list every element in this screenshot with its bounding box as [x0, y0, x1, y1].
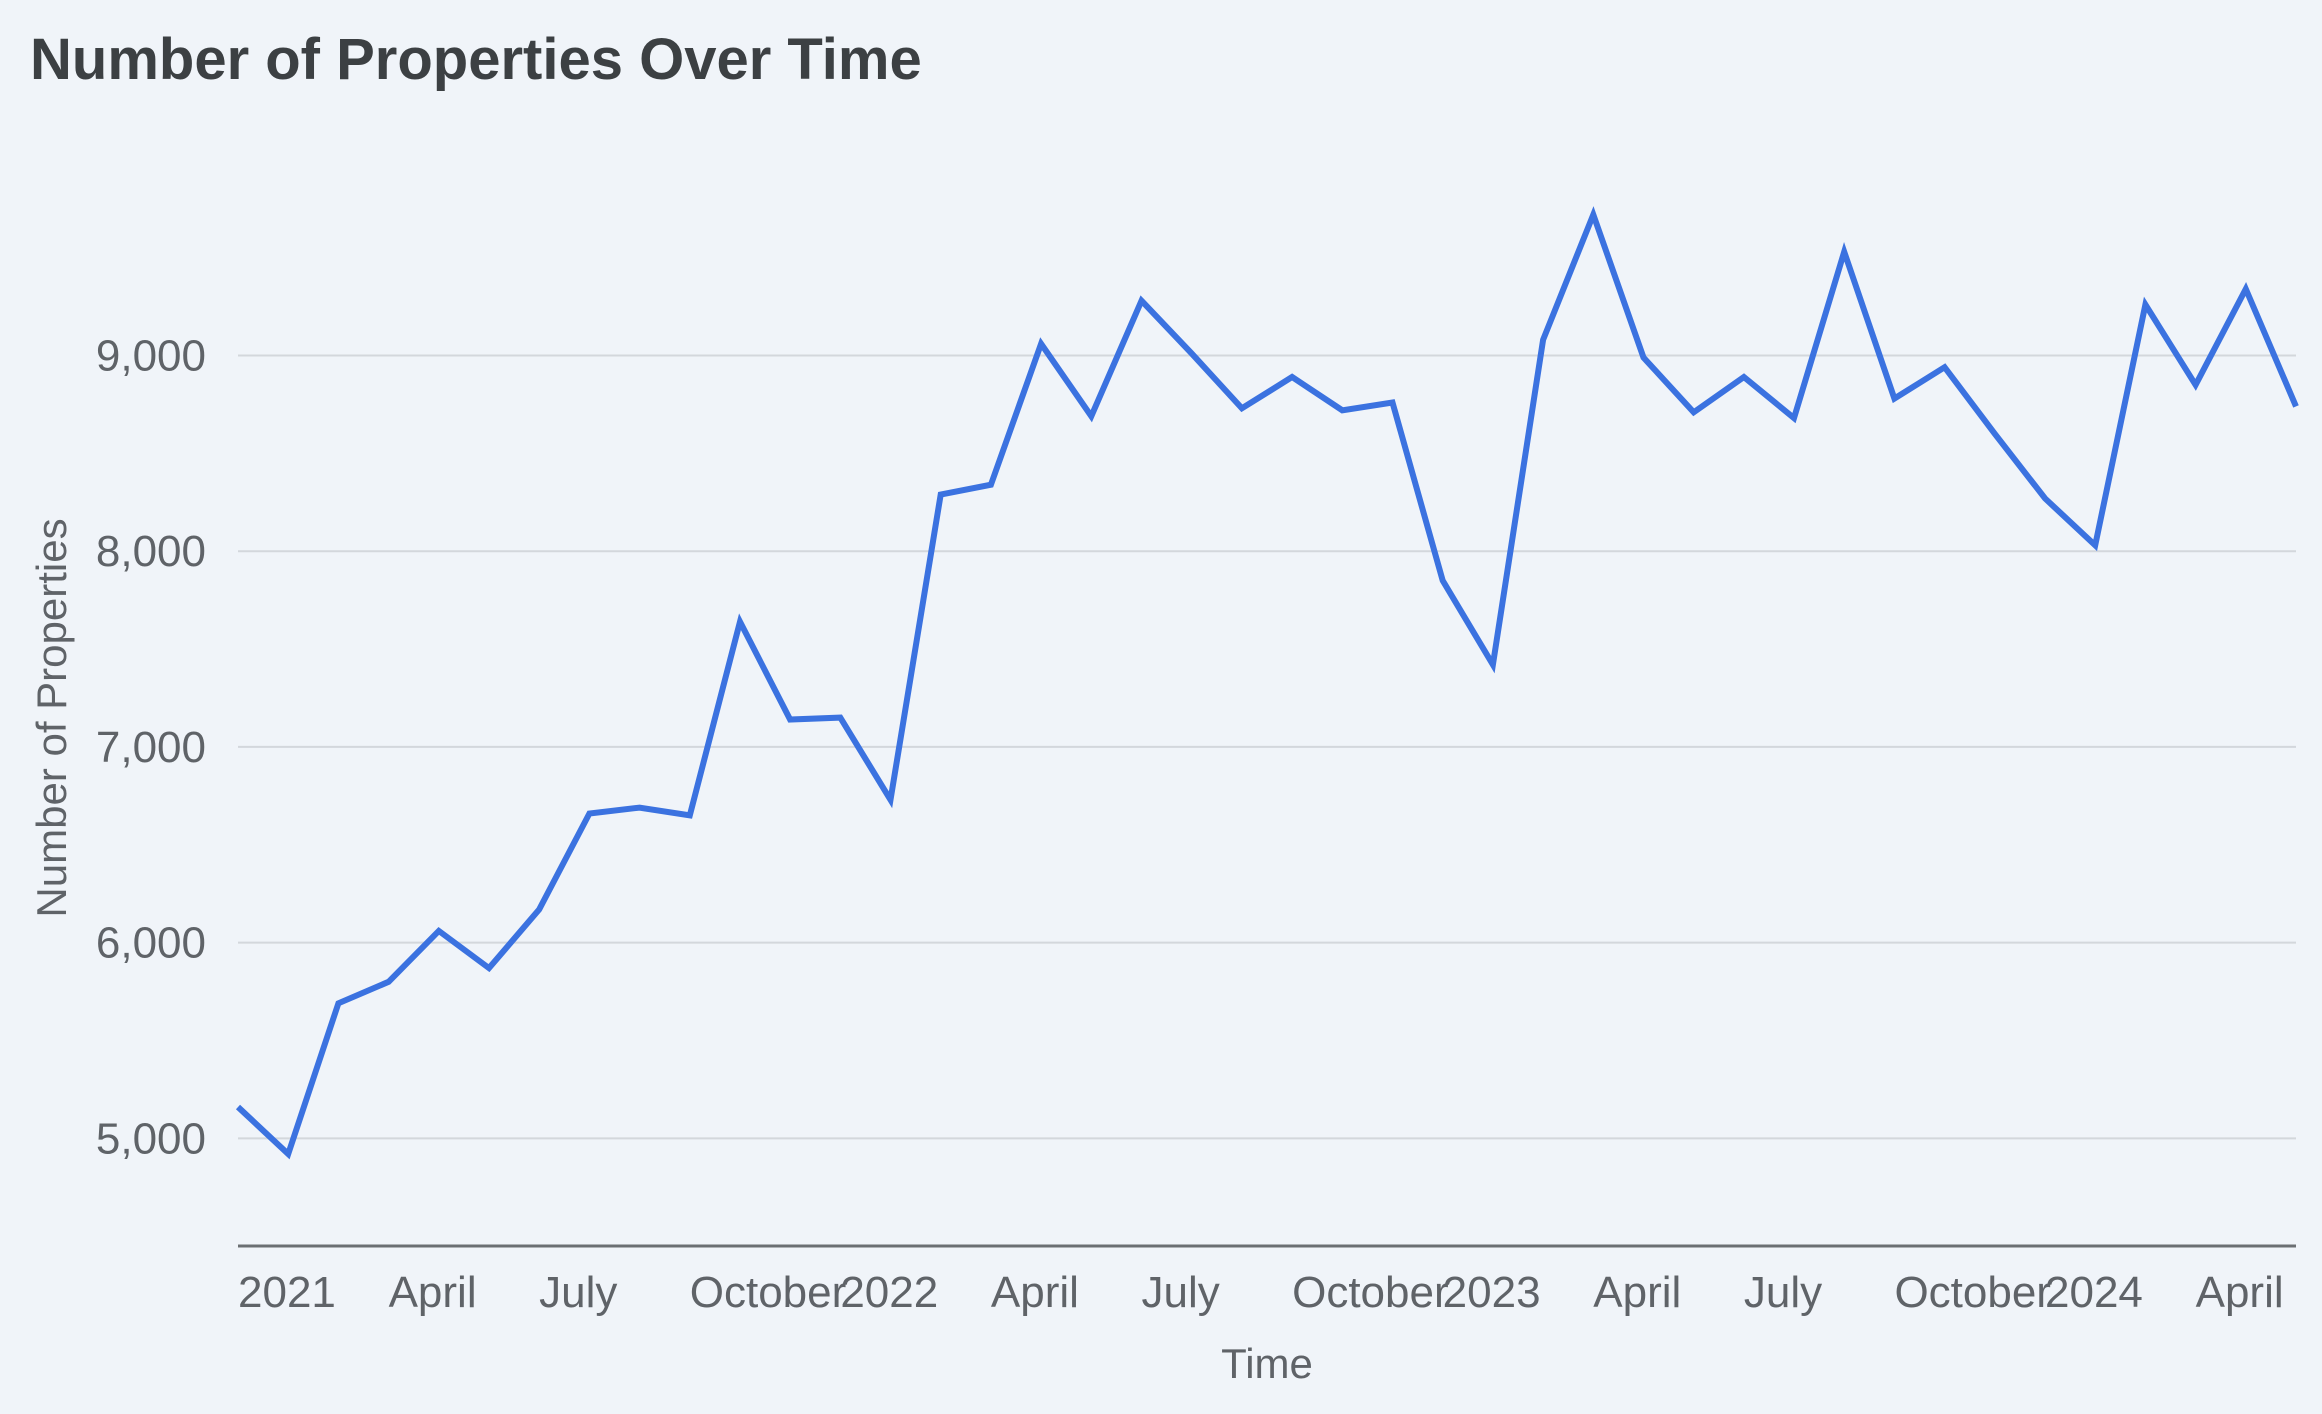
- y-axis-title: Number of Properties: [28, 518, 75, 917]
- x-tick-label: July: [1142, 1268, 1220, 1317]
- x-tick-label: April: [991, 1268, 1079, 1317]
- x-tick-label: July: [1744, 1268, 1822, 1317]
- y-tick-label: 6,000: [96, 919, 206, 968]
- x-axis-title: Time: [1221, 1340, 1313, 1387]
- x-tick-label: October: [1894, 1268, 2051, 1317]
- x-tick-label: 2024: [2045, 1268, 2143, 1317]
- y-tick-label: 8,000: [96, 527, 206, 576]
- y-tick-label: 9,000: [96, 332, 206, 381]
- x-tick-label: 2023: [1443, 1268, 1541, 1317]
- chart-title: Number of Properties Over Time: [30, 27, 922, 92]
- y-tick-label: 5,000: [96, 1114, 206, 1163]
- x-tick-label: April: [1593, 1268, 1681, 1317]
- x-tick-label: 2021: [238, 1268, 336, 1317]
- x-tick-label: October: [1292, 1268, 1449, 1317]
- x-tick-label: April: [2196, 1268, 2284, 1317]
- y-tick-label: 7,000: [96, 723, 206, 772]
- x-tick-label: April: [389, 1268, 477, 1317]
- x-tick-label: July: [539, 1268, 617, 1317]
- x-tick-label: 2022: [840, 1268, 938, 1317]
- x-tick-label: October: [690, 1268, 847, 1317]
- series-line: [235, 206, 2299, 1160]
